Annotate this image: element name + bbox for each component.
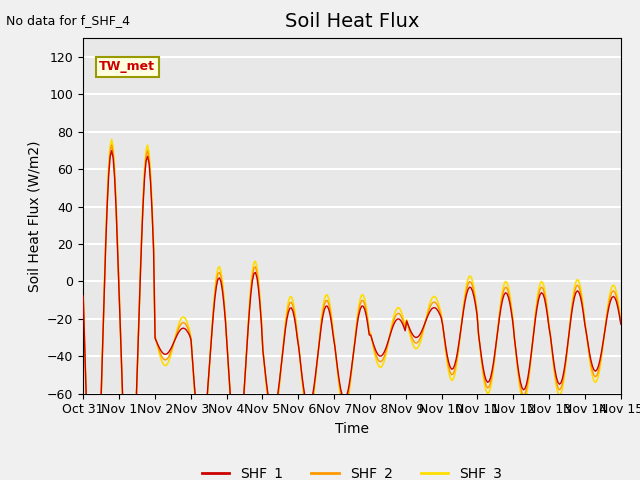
Title: Soil Heat Flux: Soil Heat Flux [285,12,419,31]
Legend: SHF_1, SHF_2, SHF_3: SHF_1, SHF_2, SHF_3 [196,461,508,480]
Text: TW_met: TW_met [99,60,156,73]
Y-axis label: Soil Heat Flux (W/m2): Soil Heat Flux (W/m2) [28,140,42,292]
X-axis label: Time: Time [335,422,369,436]
Text: No data for f_SHF_4: No data for f_SHF_4 [6,14,131,27]
